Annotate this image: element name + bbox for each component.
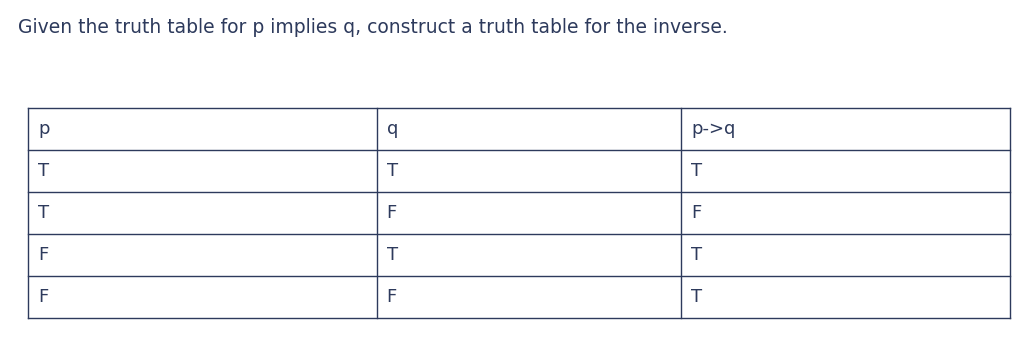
Text: q: q bbox=[387, 120, 398, 138]
Text: F: F bbox=[38, 288, 49, 306]
Text: T: T bbox=[38, 204, 50, 222]
Text: T: T bbox=[387, 162, 398, 180]
Text: p: p bbox=[38, 120, 50, 138]
Text: F: F bbox=[38, 246, 49, 264]
Text: T: T bbox=[691, 288, 702, 306]
Text: Given the truth table for p implies q, construct a truth table for the inverse.: Given the truth table for p implies q, c… bbox=[18, 18, 728, 37]
Text: F: F bbox=[387, 204, 397, 222]
Text: T: T bbox=[387, 246, 398, 264]
Text: p->q: p->q bbox=[691, 120, 735, 138]
Text: T: T bbox=[38, 162, 50, 180]
Text: F: F bbox=[387, 288, 397, 306]
Text: T: T bbox=[691, 162, 702, 180]
Text: F: F bbox=[691, 204, 701, 222]
Text: T: T bbox=[691, 246, 702, 264]
